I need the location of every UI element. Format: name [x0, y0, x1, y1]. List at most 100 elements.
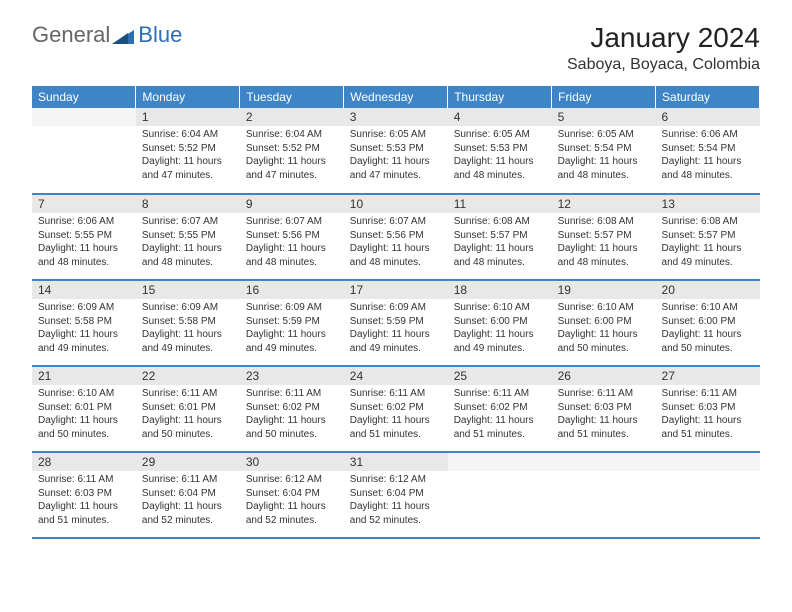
- calendar-cell: 30Sunrise: 6:12 AMSunset: 6:04 PMDayligh…: [240, 452, 344, 538]
- daylight-line: Daylight: 11 hours and 48 minutes.: [454, 155, 546, 182]
- day-number: 22: [136, 367, 240, 385]
- calendar-row: 21Sunrise: 6:10 AMSunset: 6:01 PMDayligh…: [32, 366, 760, 452]
- logo-text-1: General: [32, 22, 110, 48]
- sunset-line: Sunset: 5:52 PM: [246, 142, 338, 156]
- day-header: Saturday: [656, 86, 760, 108]
- sunset-line: Sunset: 6:00 PM: [454, 315, 546, 329]
- day-details: Sunrise: 6:10 AMSunset: 6:00 PMDaylight:…: [448, 299, 552, 357]
- day-number: 28: [32, 453, 136, 471]
- day-details: Sunrise: 6:11 AMSunset: 6:03 PMDaylight:…: [656, 385, 760, 443]
- day-number: 13: [656, 195, 760, 213]
- day-number: 2: [240, 108, 344, 126]
- day-header: Monday: [136, 86, 240, 108]
- day-number-empty: [448, 453, 552, 471]
- sunrise-line: Sunrise: 6:07 AM: [350, 215, 442, 229]
- calendar-cell: 13Sunrise: 6:08 AMSunset: 5:57 PMDayligh…: [656, 194, 760, 280]
- day-details: Sunrise: 6:05 AMSunset: 5:53 PMDaylight:…: [344, 126, 448, 184]
- sunset-line: Sunset: 5:52 PM: [142, 142, 234, 156]
- day-number: 30: [240, 453, 344, 471]
- day-details: Sunrise: 6:05 AMSunset: 5:54 PMDaylight:…: [552, 126, 656, 184]
- day-details: Sunrise: 6:10 AMSunset: 6:01 PMDaylight:…: [32, 385, 136, 443]
- day-number-empty: [656, 453, 760, 471]
- sunset-line: Sunset: 5:53 PM: [454, 142, 546, 156]
- daylight-line: Daylight: 11 hours and 47 minutes.: [246, 155, 338, 182]
- day-number: 10: [344, 195, 448, 213]
- daylight-line: Daylight: 11 hours and 50 minutes.: [662, 328, 754, 355]
- sunset-line: Sunset: 5:58 PM: [142, 315, 234, 329]
- daylight-line: Daylight: 11 hours and 51 minutes.: [454, 414, 546, 441]
- sunset-line: Sunset: 6:02 PM: [454, 401, 546, 415]
- day-header: Tuesday: [240, 86, 344, 108]
- sunrise-line: Sunrise: 6:07 AM: [246, 215, 338, 229]
- day-details: Sunrise: 6:11 AMSunset: 6:03 PMDaylight:…: [32, 471, 136, 529]
- sunrise-line: Sunrise: 6:09 AM: [142, 301, 234, 315]
- calendar-cell: 20Sunrise: 6:10 AMSunset: 6:00 PMDayligh…: [656, 280, 760, 366]
- calendar-cell: 7Sunrise: 6:06 AMSunset: 5:55 PMDaylight…: [32, 194, 136, 280]
- daylight-line: Daylight: 11 hours and 49 minutes.: [454, 328, 546, 355]
- daylight-line: Daylight: 11 hours and 50 minutes.: [38, 414, 130, 441]
- sunrise-line: Sunrise: 6:04 AM: [142, 128, 234, 142]
- sunrise-line: Sunrise: 6:11 AM: [38, 473, 130, 487]
- calendar-cell: 19Sunrise: 6:10 AMSunset: 6:00 PMDayligh…: [552, 280, 656, 366]
- day-details: Sunrise: 6:09 AMSunset: 5:58 PMDaylight:…: [136, 299, 240, 357]
- day-number: 16: [240, 281, 344, 299]
- logo-triangle-icon: [112, 26, 134, 44]
- sunset-line: Sunset: 6:04 PM: [142, 487, 234, 501]
- sunrise-line: Sunrise: 6:11 AM: [662, 387, 754, 401]
- sunset-line: Sunset: 6:03 PM: [662, 401, 754, 415]
- sunrise-line: Sunrise: 6:05 AM: [558, 128, 650, 142]
- day-number: 11: [448, 195, 552, 213]
- daylight-line: Daylight: 11 hours and 49 minutes.: [662, 242, 754, 269]
- header-row: General Blue January 2024 Saboya, Boyaca…: [32, 22, 760, 74]
- day-details: Sunrise: 6:10 AMSunset: 6:00 PMDaylight:…: [552, 299, 656, 357]
- sunset-line: Sunset: 5:56 PM: [350, 229, 442, 243]
- calendar-row: 7Sunrise: 6:06 AMSunset: 5:55 PMDaylight…: [32, 194, 760, 280]
- day-details: Sunrise: 6:08 AMSunset: 5:57 PMDaylight:…: [448, 213, 552, 271]
- day-details: Sunrise: 6:11 AMSunset: 6:02 PMDaylight:…: [344, 385, 448, 443]
- sunset-line: Sunset: 6:00 PM: [662, 315, 754, 329]
- sunset-line: Sunset: 6:02 PM: [246, 401, 338, 415]
- day-details: Sunrise: 6:07 AMSunset: 5:55 PMDaylight:…: [136, 213, 240, 271]
- sunrise-line: Sunrise: 6:09 AM: [38, 301, 130, 315]
- sunrise-line: Sunrise: 6:10 AM: [38, 387, 130, 401]
- sunset-line: Sunset: 5:59 PM: [350, 315, 442, 329]
- sunrise-line: Sunrise: 6:11 AM: [454, 387, 546, 401]
- sunrise-line: Sunrise: 6:12 AM: [350, 473, 442, 487]
- day-details: Sunrise: 6:04 AMSunset: 5:52 PMDaylight:…: [240, 126, 344, 184]
- page-title: January 2024: [567, 22, 760, 54]
- sunset-line: Sunset: 6:04 PM: [350, 487, 442, 501]
- day-details: Sunrise: 6:10 AMSunset: 6:00 PMDaylight:…: [656, 299, 760, 357]
- day-number: 17: [344, 281, 448, 299]
- daylight-line: Daylight: 11 hours and 48 minutes.: [558, 242, 650, 269]
- day-number: 8: [136, 195, 240, 213]
- day-number: 18: [448, 281, 552, 299]
- day-header: Wednesday: [344, 86, 448, 108]
- day-details: Sunrise: 6:09 AMSunset: 5:58 PMDaylight:…: [32, 299, 136, 357]
- day-number: 25: [448, 367, 552, 385]
- sunrise-line: Sunrise: 6:11 AM: [142, 387, 234, 401]
- day-number: 26: [552, 367, 656, 385]
- calendar-cell: 2Sunrise: 6:04 AMSunset: 5:52 PMDaylight…: [240, 108, 344, 194]
- sunset-line: Sunset: 5:54 PM: [662, 142, 754, 156]
- sunset-line: Sunset: 5:56 PM: [246, 229, 338, 243]
- calendar-cell: 17Sunrise: 6:09 AMSunset: 5:59 PMDayligh…: [344, 280, 448, 366]
- sunrise-line: Sunrise: 6:06 AM: [38, 215, 130, 229]
- sunrise-line: Sunrise: 6:04 AM: [246, 128, 338, 142]
- daylight-line: Daylight: 11 hours and 51 minutes.: [38, 500, 130, 527]
- day-details: Sunrise: 6:11 AMSunset: 6:01 PMDaylight:…: [136, 385, 240, 443]
- day-number: 9: [240, 195, 344, 213]
- day-details: Sunrise: 6:12 AMSunset: 6:04 PMDaylight:…: [240, 471, 344, 529]
- daylight-line: Daylight: 11 hours and 48 minutes.: [558, 155, 650, 182]
- calendar-cell: 4Sunrise: 6:05 AMSunset: 5:53 PMDaylight…: [448, 108, 552, 194]
- daylight-line: Daylight: 11 hours and 50 minutes.: [558, 328, 650, 355]
- calendar-cell: 5Sunrise: 6:05 AMSunset: 5:54 PMDaylight…: [552, 108, 656, 194]
- day-number: 4: [448, 108, 552, 126]
- sunset-line: Sunset: 6:04 PM: [246, 487, 338, 501]
- daylight-line: Daylight: 11 hours and 49 minutes.: [350, 328, 442, 355]
- calendar-row: 14Sunrise: 6:09 AMSunset: 5:58 PMDayligh…: [32, 280, 760, 366]
- sunrise-line: Sunrise: 6:06 AM: [662, 128, 754, 142]
- calendar-cell: 23Sunrise: 6:11 AMSunset: 6:02 PMDayligh…: [240, 366, 344, 452]
- daylight-line: Daylight: 11 hours and 48 minutes.: [142, 242, 234, 269]
- sunrise-line: Sunrise: 6:11 AM: [558, 387, 650, 401]
- daylight-line: Daylight: 11 hours and 47 minutes.: [142, 155, 234, 182]
